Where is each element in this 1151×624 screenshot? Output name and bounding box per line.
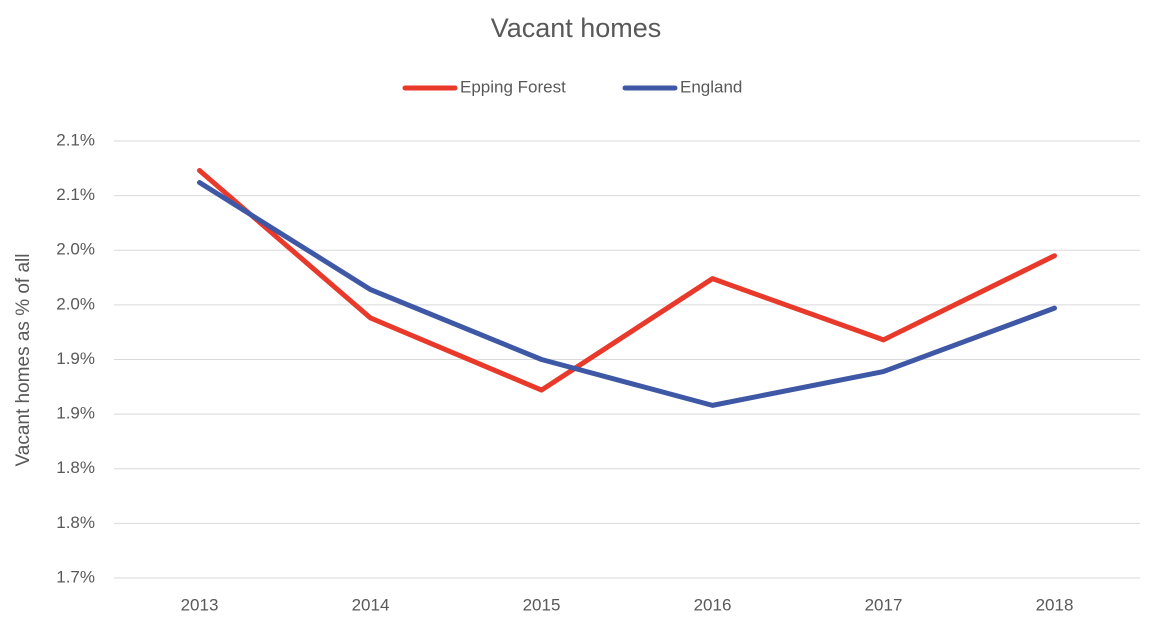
y-tick-label: 2.0% xyxy=(56,294,95,313)
x-tick-label: 2013 xyxy=(181,595,219,614)
y-tick-label: 1.8% xyxy=(56,458,95,477)
x-tick-label: 2014 xyxy=(352,595,390,614)
y-tick-label: 1.9% xyxy=(56,349,95,368)
x-tick-label: 2017 xyxy=(865,595,903,614)
y-axis-label: Vacant homes as % of all xyxy=(13,254,34,467)
y-tick-label: 1.8% xyxy=(56,513,95,532)
y-tick-label: 1.7% xyxy=(56,567,95,586)
x-tick-label: 2016 xyxy=(694,595,732,614)
x-tick-label: 2018 xyxy=(1036,595,1074,614)
y-tick-label: 2.1% xyxy=(56,130,95,149)
y-tick-label: 2.0% xyxy=(56,240,95,259)
x-tick-label: 2015 xyxy=(523,595,561,614)
y-tick-label: 1.9% xyxy=(56,404,95,423)
chart-title: Vacant homes xyxy=(491,13,662,43)
legend-label: England xyxy=(680,77,742,96)
y-tick-label: 2.1% xyxy=(56,185,95,204)
series-line xyxy=(197,167,1057,393)
legend-label: Epping Forest xyxy=(460,77,566,96)
series-line xyxy=(197,180,1057,408)
